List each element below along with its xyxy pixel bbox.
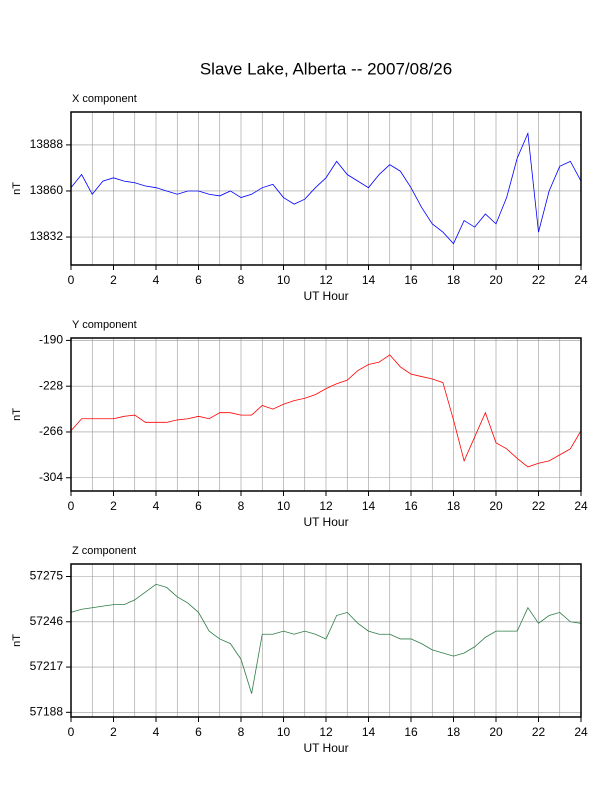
x-tick-label: 12 [319,725,333,739]
panel-title: Z component [72,545,136,557]
x-tick-label: 18 [447,725,461,739]
x-tick-label: 14 [362,499,376,513]
y-tick-label: 57188 [30,704,64,718]
x-tick-label: 14 [362,725,376,739]
y-axis-label: nT [11,634,23,647]
x-tick-label: 12 [319,273,333,287]
x-tick-label: 0 [68,499,75,513]
y-tick-label: -304 [39,470,63,484]
x-tick-label: 0 [68,725,75,739]
x-tick-label: 22 [532,273,546,287]
x-tick-label: 16 [404,273,418,287]
plot-frame [70,337,582,492]
plot-frame [70,563,582,718]
x-tick-label: 2 [110,499,117,513]
x-tick-label: 24 [574,273,588,287]
x-tick-label: 14 [362,273,376,287]
x-tick-label: 4 [153,499,160,513]
page-title: Slave Lake, Alberta -- 2007/08/26 [200,59,452,78]
x-tick-label: 0 [68,273,75,287]
x-tick-label: 10 [277,499,291,513]
y-tick-label: -228 [39,378,63,392]
panel-title: X component [72,93,137,105]
y-tick-label: 57275 [30,569,64,583]
x-axis-label: UT Hour [303,515,348,529]
x-tick-label: 4 [153,273,160,287]
data-line [70,354,582,468]
x-tick-label: 22 [532,725,546,739]
y-tick-label: 57246 [30,614,64,628]
plot-frame [70,111,582,266]
y-tick-label: 57217 [30,659,64,673]
x-tick-label: 24 [574,499,588,513]
x-tick-label: 12 [319,499,333,513]
x-tick-label: 6 [195,499,202,513]
x-tick-label: 4 [153,725,160,739]
x-tick-label: 20 [489,725,503,739]
data-line [70,131,582,245]
panel-title: Y component [72,319,137,331]
x-tick-label: 18 [447,499,461,513]
x-tick-label: 8 [238,273,245,287]
x-tick-label: 8 [238,499,245,513]
x-tick-label: 10 [277,273,291,287]
x-tick-label: 16 [404,499,418,513]
x-axis-label: UT Hour [303,741,348,755]
x-tick-label: 2 [110,725,117,739]
y-axis-label: nT [11,182,23,195]
x-tick-label: 20 [489,499,503,513]
y-tick-label: 13860 [30,183,64,197]
y-tick-label: 13888 [30,137,64,151]
x-tick-label: 6 [195,725,202,739]
y-tick-label: -266 [39,424,63,438]
y-tick-label: -190 [39,333,63,347]
y-axis-label: nT [11,408,23,421]
x-tick-label: 8 [238,725,245,739]
x-tick-label: 20 [489,273,503,287]
x-tick-label: 16 [404,725,418,739]
data-line [70,583,582,694]
x-tick-label: 10 [277,725,291,739]
x-tick-label: 2 [110,273,117,287]
x-tick-label: 18 [447,273,461,287]
x-tick-label: 6 [195,273,202,287]
x-axis-label: UT Hour [303,289,348,303]
x-tick-label: 24 [574,725,588,739]
x-tick-label: 22 [532,499,546,513]
y-tick-label: 13832 [30,229,64,243]
